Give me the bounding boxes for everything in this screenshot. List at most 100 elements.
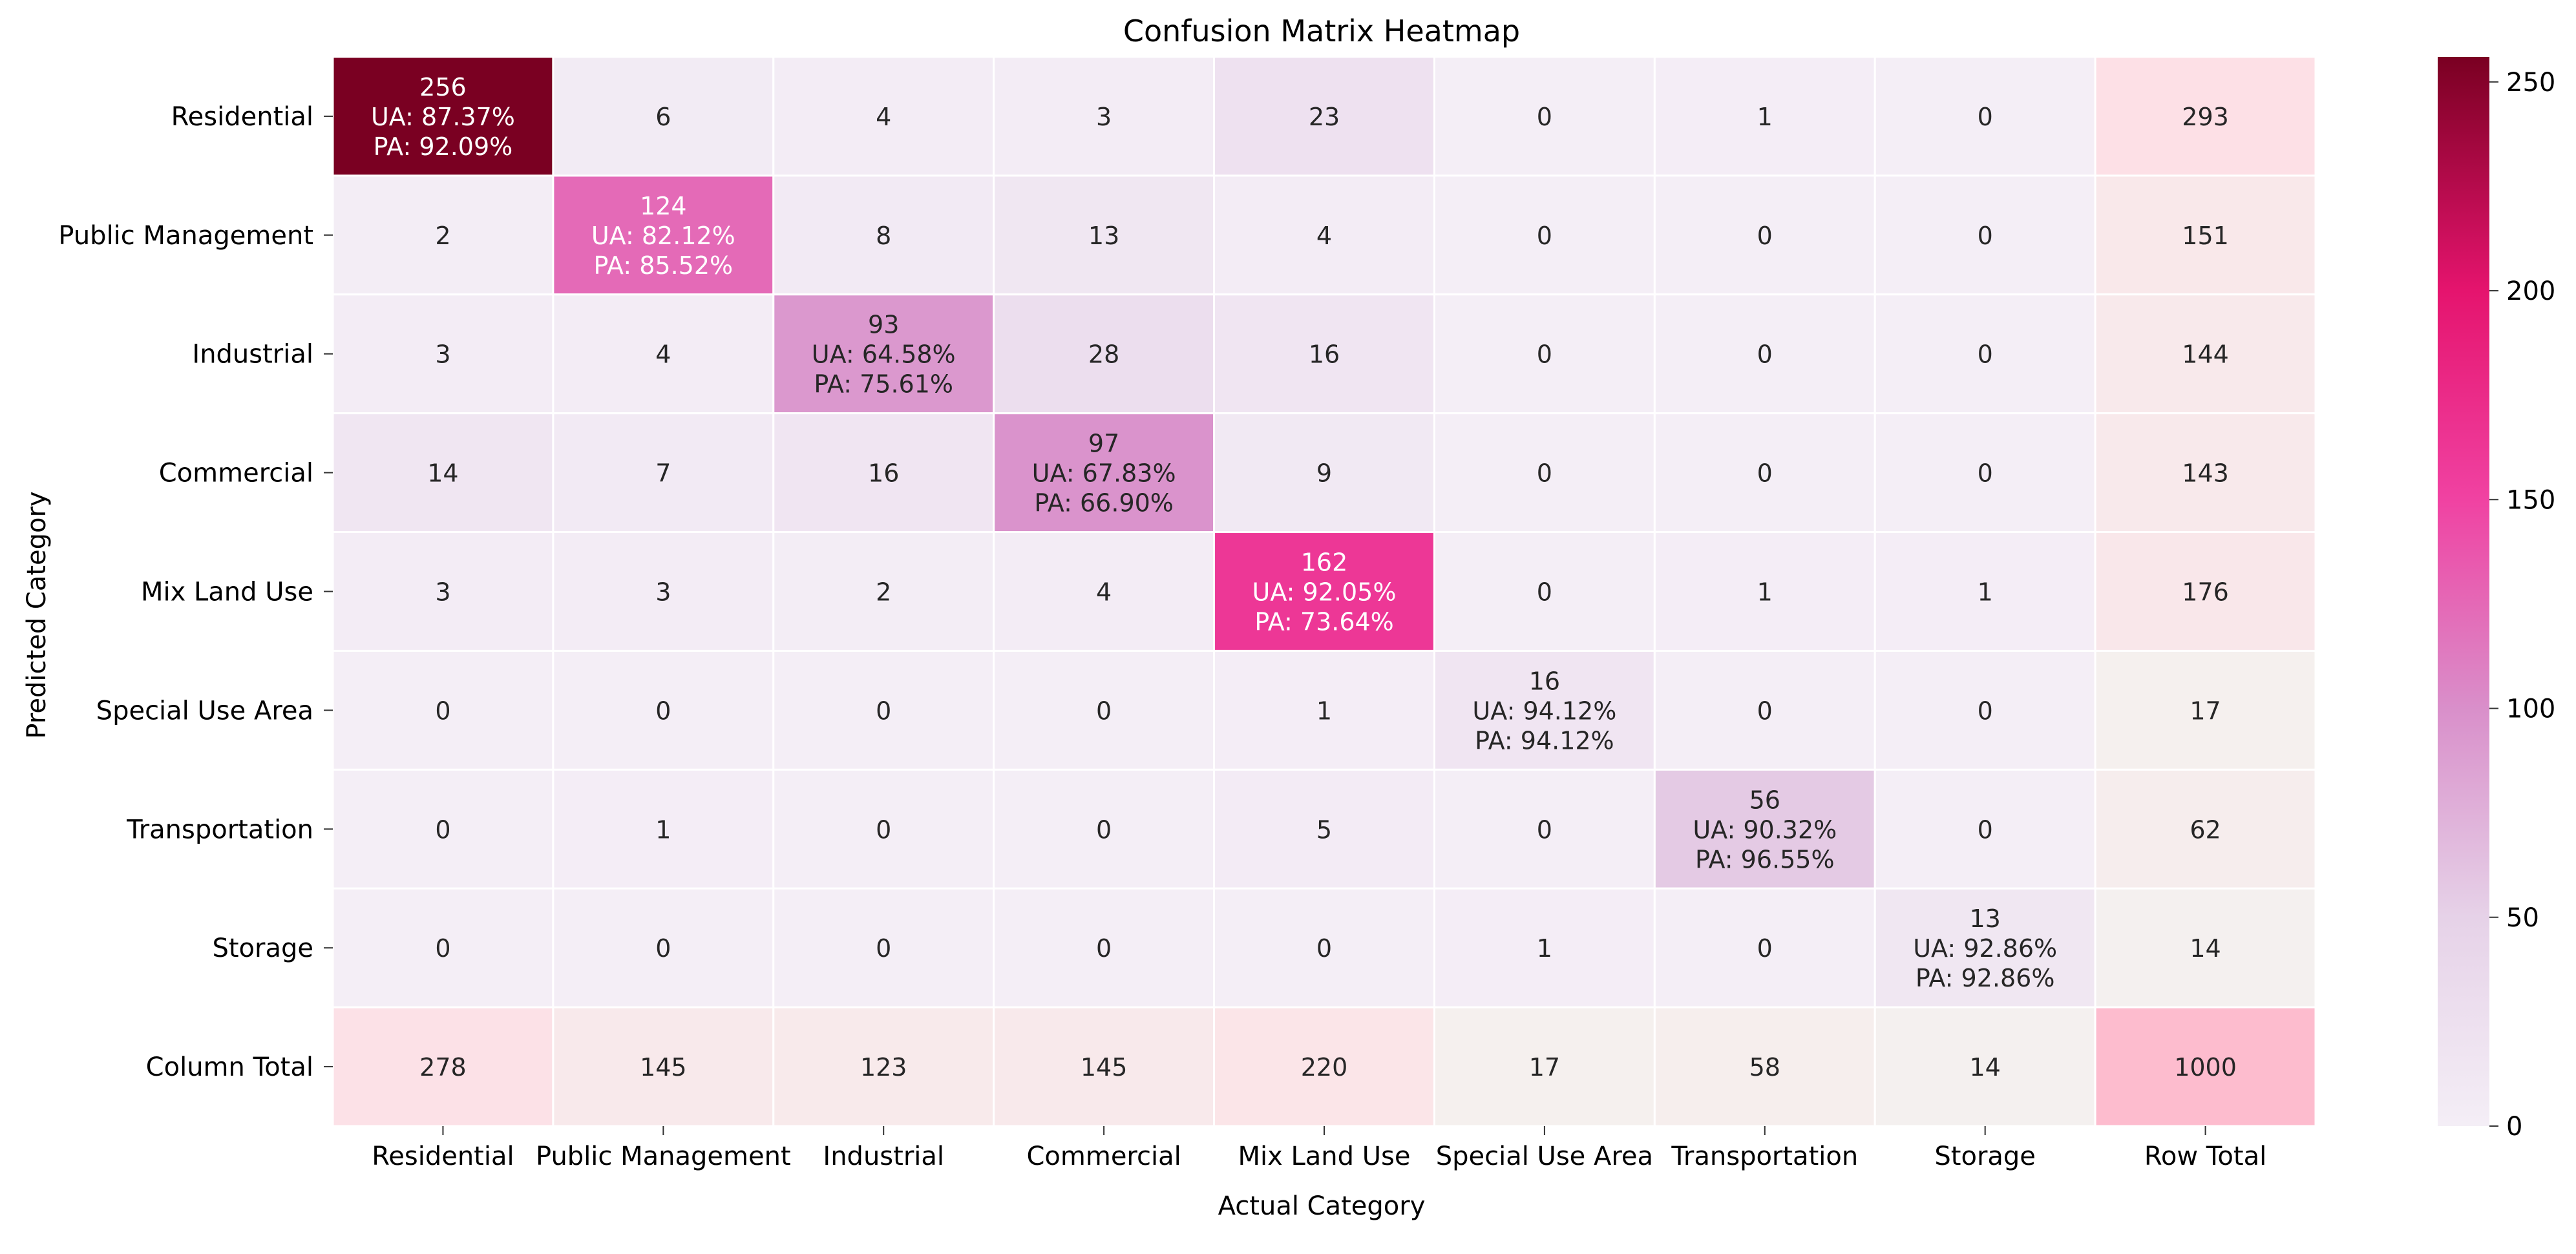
cell-value-label: 9 [1316,459,1332,488]
cell-value-label: 1 [1757,578,1773,607]
cell-value-label: 0 [1537,103,1552,131]
heatmap-cell [2094,293,2317,415]
cell-value-label: 16 [1529,667,1560,695]
cell-ua-label: UA: 82.12% [591,222,735,250]
cell-value-label: 124 [640,192,687,220]
heatmap-cell [993,887,1216,1008]
cell-ua-label: UA: 87.37% [371,103,515,131]
x-tick-label: Industrial [823,1142,944,1171]
cell-value-label: 3 [435,578,450,607]
cell-value-label: 3 [1096,103,1112,131]
colorbar-tick-label: 50 [2506,903,2539,933]
cell-value-label: 0 [655,696,671,725]
colorbar-tick-label: 150 [2506,485,2555,515]
heatmap-cell [1213,293,1435,415]
heatmap-cell [993,293,1216,415]
heatmap-cell [332,56,554,177]
colorbar-tick-label: 0 [2506,1112,2522,1142]
cell-value-label: 1 [1537,934,1552,963]
heatmap-cell [1653,768,1876,890]
cell-value-label: 3 [435,340,450,369]
heatmap-cell [552,293,775,415]
heatmap-cell [1213,56,1435,177]
heatmap-cell [332,1006,554,1127]
colorbar-gradient [2438,57,2489,1126]
cell-value-label: 0 [876,934,891,963]
cell-ua-label: UA: 92.05% [1252,578,1397,607]
heatmap-cell [332,412,554,534]
y-tick-label: Mix Land Use [141,578,313,607]
heatmap-cell [552,531,775,652]
heatmap-cell [552,1006,775,1127]
x-tick-label: Residential [372,1142,514,1171]
cell-value-label: 256 [419,73,467,101]
heatmap-cell [1213,649,1435,771]
heatmap-cell [1653,531,1876,652]
y-tick-label: Commercial [159,459,313,488]
cell-value-label: 3 [655,578,671,607]
cell-value-label: 123 [860,1053,907,1082]
colorbar: 0 50 100 150 200 250 [2438,57,2555,1142]
cell-value-label: 14 [2190,934,2221,963]
x-tick-label: Public Management [536,1142,791,1171]
x-tick-label: Row Total [2144,1142,2266,1171]
cell-value-label: 220 [1301,1053,1348,1082]
heatmap-cell [1653,293,1876,415]
heatmap-cell [332,531,554,652]
y-tick-label: Transportation [126,815,313,844]
x-axis-ticks: Residential Public Management Industrial Co… [372,1126,2266,1171]
cell-pa-label: PA: 75.61% [814,370,953,399]
cell-value-label: 0 [435,934,450,963]
colorbar-tick-label: 100 [2506,695,2555,724]
heatmap-cell [2094,174,2317,296]
cell-value-label: 0 [1096,815,1112,844]
heatmap-cell [772,293,995,415]
heatmap-cell [2094,1006,2317,1127]
cell-value-label: 0 [435,696,450,725]
y-axis-label: Predicted Category [22,491,52,738]
cell-value-label: 0 [1757,934,1773,963]
x-tick-label: Storage [1934,1142,2036,1171]
colorbar-tick-label: 250 [2506,68,2555,98]
cell-value-label: 2 [876,578,891,607]
cell-value-label: 56 [1749,786,1780,814]
y-tick-label: Public Management [58,221,313,251]
cell-value-label: 0 [1978,696,1993,725]
heatmap-cell [1653,887,1876,1008]
cell-value-label: 143 [2182,459,2229,488]
heatmap-cell [552,768,775,890]
heatmap-cell [1213,768,1435,890]
cell-value-label: 1 [1316,696,1332,725]
cell-ua-label: UA: 64.58% [812,340,956,369]
cell-ua-label: UA: 92.86% [1913,934,2057,963]
cell-value-label: 0 [876,815,891,844]
cell-value-label: 145 [640,1053,687,1082]
cell-value-label: 0 [1757,696,1773,725]
heatmap-cell [993,412,1216,534]
cell-ua-label: UA: 67.83% [1032,459,1176,488]
heatmap-cell [2094,531,2317,652]
cell-value-label: 4 [876,103,891,131]
heatmap-cell [552,649,775,771]
heatmap-cell [993,649,1216,771]
heatmap-cell [332,768,554,890]
heatmap-cell [772,56,995,177]
cell-value-label: 58 [1749,1053,1780,1082]
cell-value-label: 162 [1301,549,1348,577]
y-tick-label: Storage [212,934,313,963]
heatmap-cell [1433,887,1656,1008]
cell-value-label: 62 [2190,815,2221,844]
heatmap-cell [1433,531,1656,652]
cell-value-label: 0 [1978,340,1993,369]
cell-pa-label: PA: 92.86% [1916,964,2055,992]
y-tick-label: Residential [171,102,313,132]
cell-value-label: 144 [2182,340,2229,369]
y-tick-label: Special Use Area [96,696,313,726]
cell-value-label: 0 [1757,459,1773,488]
cell-pa-label: PA: 85.52% [594,251,734,280]
y-tick-label: Industrial [192,340,313,370]
cell-value-label: 4 [655,340,671,369]
cell-value-label: 1 [1757,103,1773,131]
